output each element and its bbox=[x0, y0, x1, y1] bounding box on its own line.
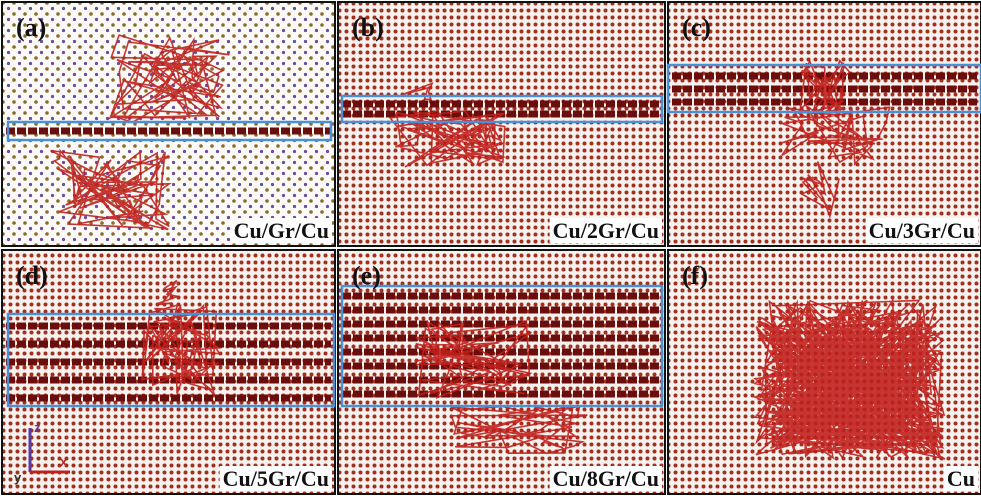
panel-label: (b) bbox=[352, 13, 384, 42]
panel-background bbox=[668, 2, 981, 246]
panel-caption: Cu bbox=[947, 466, 975, 491]
panel-label: (c) bbox=[682, 13, 711, 42]
panel: (d) Cu/5Gr/Cu bbox=[2, 250, 335, 494]
panel-caption: Cu/Gr/Cu bbox=[234, 218, 329, 243]
panel: (b) Cu/2Gr/Cu bbox=[338, 2, 665, 246]
panel-caption: Cu/5Gr/Cu bbox=[223, 466, 329, 491]
panel: (a) Cu/Gr/Cu bbox=[2, 2, 335, 246]
panel: (c) Cu/3Gr/Cu bbox=[668, 2, 981, 246]
panel-caption: Cu/8Gr/Cu bbox=[553, 466, 659, 491]
panel-label: (a) bbox=[16, 13, 46, 42]
panel-label: (f) bbox=[682, 261, 708, 290]
y-label: y bbox=[14, 470, 22, 485]
panel-label: (d) bbox=[16, 261, 48, 290]
panel-caption: Cu/3Gr/Cu bbox=[869, 218, 975, 243]
figure: (a) Cu/Gr/Cu (b) Cu/2Gr/Cu (c) Cu/3Gr/Cu (d) Cu… bbox=[0, 0, 981, 496]
x-label: x bbox=[60, 454, 68, 469]
panel-caption: Cu/2Gr/Cu bbox=[553, 218, 659, 243]
panel: (e) Cu/8Gr/Cu bbox=[338, 250, 665, 494]
panel-background bbox=[338, 2, 665, 246]
panel: (f) Cu bbox=[668, 250, 981, 494]
panel-label: (e) bbox=[352, 261, 381, 290]
z-label: z bbox=[34, 420, 41, 435]
